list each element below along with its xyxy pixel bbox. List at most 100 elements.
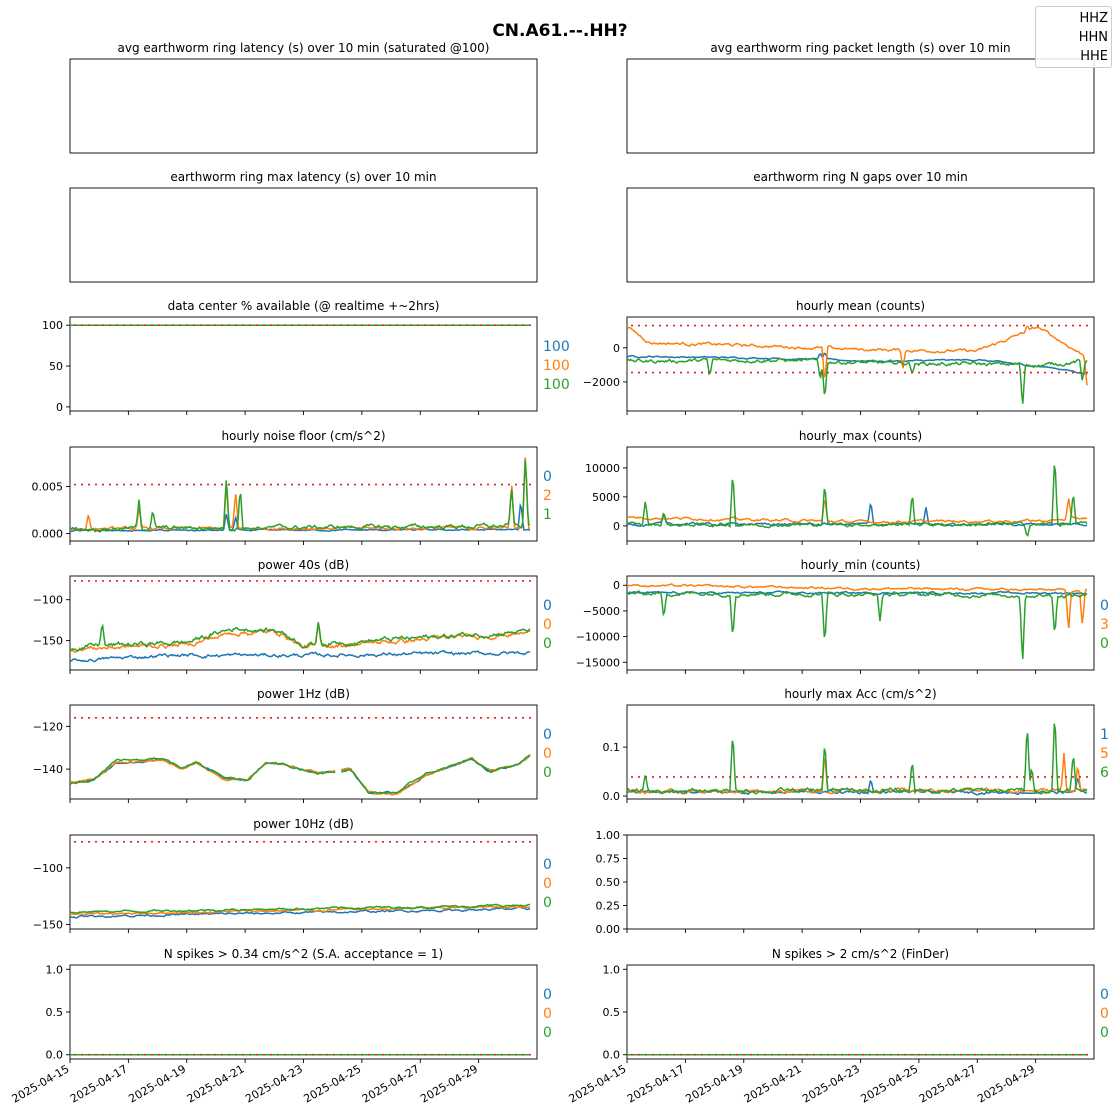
series-line-hhn (627, 752, 1088, 795)
series-line-hhe (70, 622, 531, 652)
y-tick-label: 5000 (592, 491, 620, 504)
subplot-power-40s: power 40s (dB) −150 −100 0 0 0 (33, 558, 552, 674)
figure-title: CN.A61.--.HH? (492, 21, 627, 41)
subplot-title: hourly max Acc (cm/s^2) (784, 687, 936, 701)
side-label: 100 (543, 377, 570, 393)
series-line-hhe (70, 754, 531, 795)
series-line-hhn (627, 583, 1088, 629)
subplot-title: N spikes > 2 cm/s^2 (FinDer) (772, 947, 949, 961)
subplot-max-latency: earthworm ring max latency (s) over 10 m… (69, 170, 538, 283)
subplot-title: data center % available (@ realtime +~2h… (168, 299, 440, 313)
y-tick-label: 0.000 (32, 527, 64, 540)
side-label: 0 (543, 1025, 552, 1041)
x-tick-label: 2025-04-25 (302, 1062, 364, 1105)
series-line-hhz (70, 649, 531, 663)
side-label: 100 (543, 339, 570, 355)
side-label: 3 (1100, 617, 1109, 633)
axes-frame (626, 58, 1095, 154)
side-label: 0 (543, 598, 552, 614)
subplot-title: N spikes > 0.34 cm/s^2 (S.A. acceptance … (164, 947, 443, 961)
x-tick-label: 2025-04-21 (185, 1062, 247, 1105)
series-line-hhe (627, 723, 1088, 795)
side-label: 5 (1100, 746, 1109, 762)
side-label: 0 (543, 876, 552, 892)
y-tick-label: 1.0 (46, 963, 64, 976)
side-label: 0 (543, 746, 552, 762)
x-tick-label: 2025-04-15 (567, 1062, 629, 1105)
series-line-hhn (70, 457, 531, 532)
series-line-hhn (627, 498, 1088, 525)
legend: HHZ HHN HHE (1035, 6, 1112, 68)
y-tick-label: −100 (33, 862, 63, 875)
side-label: 100 (543, 358, 570, 374)
x-tick-label: 2025-04-29 (418, 1062, 480, 1105)
subplot-avg-latency: avg earthworm ring latency (s) over 10 m… (69, 41, 538, 154)
series-line-hhn (627, 325, 1088, 386)
subplot-title: power 10Hz (dB) (253, 817, 354, 831)
x-tick-label: 2025-04-17 (625, 1062, 687, 1105)
side-label: 0 (543, 617, 552, 633)
y-tick-label: 0.005 (32, 480, 64, 493)
axes-frame (626, 834, 1095, 930)
axes-frame (69, 187, 538, 283)
x-tick-label: 2025-04-19 (126, 1062, 188, 1105)
y-tick-label: 0 (613, 342, 620, 355)
y-tick-label: 0.00 (596, 923, 621, 936)
side-label: 0 (543, 1006, 552, 1022)
axes-frame (69, 316, 538, 412)
y-tick-label: 10000 (585, 462, 620, 475)
subplot-title: hourly_max (counts) (799, 429, 922, 443)
series-line-hhe (70, 459, 531, 533)
subplot-title: earthworm ring N gaps over 10 min (753, 170, 967, 184)
y-tick-label: −15000 (576, 656, 620, 669)
side-label: 0 (543, 636, 552, 652)
y-tick-label: 0.5 (46, 1006, 64, 1019)
x-tick-label: 2025-04-23 (800, 1062, 862, 1105)
subplot-title: hourly noise floor (cm/s^2) (221, 429, 385, 443)
y-tick-label: 0.0 (603, 1049, 621, 1062)
side-label: 0 (1100, 1006, 1109, 1022)
y-tick-label: 50 (49, 360, 63, 373)
x-tick-label: 2025-04-25 (859, 1062, 921, 1105)
axes-frame (69, 964, 538, 1060)
x-tick-label: 2025-04-19 (683, 1062, 745, 1105)
subplot-empty: 0.00 0.25 0.50 0.75 1.00 (596, 829, 1095, 936)
y-tick-label: 0 (613, 579, 620, 592)
y-tick-label: 0.0 (603, 790, 621, 803)
subplot-power-1hz: power 1Hz (dB) −140 −120 0 0 0 (33, 687, 552, 803)
subplot-title: avg earthworm ring latency (s) over 10 m… (118, 41, 490, 55)
subplot-title: power 40s (dB) (258, 558, 349, 572)
subplot-title: earthworm ring max latency (s) over 10 m… (170, 170, 436, 184)
y-tick-label: −120 (33, 720, 63, 733)
side-label: 0 (1100, 636, 1109, 652)
y-tick-label: −100 (33, 594, 63, 607)
legend-item-hhe: HHE (1080, 49, 1108, 64)
subplot-spikes-finder: N spikes > 2 cm/s^2 (FinDer) 0.0 0.5 1.0 202… (567, 947, 1109, 1106)
subplot-availability: data center % available (@ realtime +~2h… (42, 299, 570, 415)
series-line-hhe (627, 590, 1088, 660)
subplot-title: hourly_min (counts) (801, 558, 921, 572)
x-tick-label: 2025-04-27 (360, 1062, 422, 1105)
subplot-power-10hz: power 10Hz (dB) −150 −100 0 0 0 (33, 817, 552, 933)
x-tick-label: 2025-04-27 (917, 1062, 979, 1105)
series-line-hhn (70, 754, 531, 796)
series-line-hhe (627, 465, 1088, 537)
side-label: 0 (543, 727, 552, 743)
y-tick-label: −5000 (583, 605, 620, 618)
x-tick-label: 2025-04-21 (742, 1062, 804, 1105)
series-line-hhe (70, 903, 531, 914)
y-tick-label: 100 (42, 319, 63, 332)
side-label: 1 (1100, 727, 1109, 743)
side-label: 0 (543, 895, 552, 911)
subplot-n-gaps: earthworm ring N gaps over 10 min (626, 170, 1095, 283)
side-label: 0 (1100, 598, 1109, 614)
y-tick-label: −150 (33, 635, 63, 648)
legend-item-hhn: HHN (1078, 30, 1108, 45)
y-tick-label: −10000 (576, 631, 620, 644)
subplot-hourly-max-acc: hourly max Acc (cm/s^2) 0.0 0.1 1 5 6 (603, 687, 1110, 803)
side-label: 0 (543, 469, 552, 485)
legend-item-hhz: HHZ (1079, 11, 1108, 26)
series-line-hhn (70, 625, 531, 653)
subplot-spikes-sa: N spikes > 0.34 cm/s^2 (S.A. acceptance … (10, 947, 552, 1106)
side-label: 1 (543, 507, 552, 523)
